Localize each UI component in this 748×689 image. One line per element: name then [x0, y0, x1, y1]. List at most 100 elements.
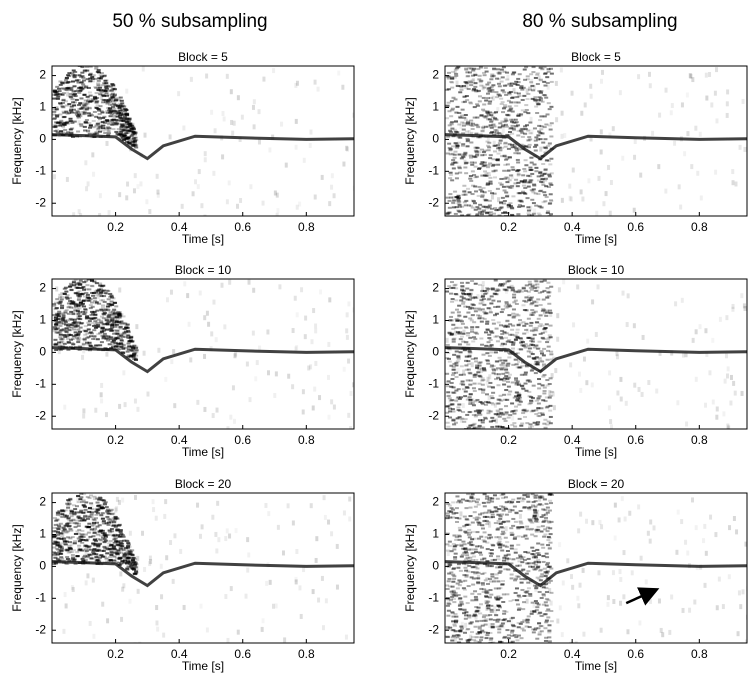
texture	[549, 285, 554, 288]
texture	[503, 142, 508, 145]
texture	[104, 506, 109, 509]
texture	[132, 564, 137, 567]
texture	[503, 554, 508, 557]
texture	[521, 344, 526, 347]
texture	[108, 115, 113, 118]
texture	[82, 102, 87, 105]
texture	[488, 339, 493, 342]
texture	[583, 102, 587, 108]
texture	[132, 567, 137, 570]
texture	[76, 111, 81, 114]
texture	[55, 553, 60, 556]
texture	[485, 614, 490, 617]
texture	[71, 518, 76, 521]
texture	[105, 323, 110, 326]
texture	[81, 556, 86, 559]
texture	[520, 364, 525, 367]
texture	[107, 509, 112, 512]
texture	[549, 157, 554, 160]
texture	[477, 640, 482, 643]
texture	[145, 199, 149, 205]
texture	[470, 326, 475, 329]
texture	[294, 346, 298, 352]
texture	[77, 91, 82, 94]
texture	[108, 559, 113, 562]
texture	[486, 409, 491, 412]
texture	[101, 93, 106, 96]
texture	[507, 143, 512, 146]
texture	[453, 120, 458, 123]
texture	[463, 305, 468, 308]
texture	[484, 115, 489, 118]
texture	[492, 212, 497, 215]
texture	[76, 339, 81, 342]
texture	[457, 141, 462, 144]
texture	[621, 155, 625, 161]
texture	[67, 296, 72, 299]
texture	[101, 127, 106, 130]
texture	[527, 347, 532, 350]
texture	[490, 386, 495, 389]
texture	[106, 130, 111, 133]
texture	[545, 423, 550, 426]
texture	[516, 161, 521, 164]
texture	[71, 311, 76, 314]
texture	[57, 310, 62, 313]
texture	[529, 425, 534, 428]
texture	[66, 302, 71, 305]
texture	[478, 81, 483, 84]
texture	[132, 568, 137, 571]
texture	[205, 310, 209, 316]
texture	[261, 618, 265, 624]
texture	[225, 73, 229, 79]
texture	[54, 328, 59, 331]
texture	[491, 95, 495, 101]
texture	[55, 558, 60, 561]
texture	[107, 521, 112, 524]
texture	[490, 73, 495, 76]
texture	[53, 343, 58, 346]
texture	[106, 560, 111, 563]
texture	[595, 210, 599, 216]
texture	[78, 115, 83, 118]
texture	[65, 319, 70, 322]
texture	[487, 211, 492, 214]
texture	[457, 641, 462, 643]
texture	[524, 328, 529, 331]
texture	[107, 529, 112, 532]
texture	[481, 353, 486, 356]
texture	[131, 140, 136, 143]
plot-frame	[51, 65, 355, 217]
texture	[541, 201, 546, 204]
texture	[52, 117, 57, 120]
texture	[124, 132, 129, 135]
texture	[111, 339, 116, 342]
texture	[475, 516, 480, 519]
texture	[80, 302, 85, 305]
texture	[511, 195, 516, 198]
texture	[65, 112, 70, 115]
texture	[97, 524, 102, 527]
texture	[111, 517, 116, 520]
texture	[524, 365, 529, 368]
texture	[125, 350, 130, 353]
texture	[134, 349, 139, 352]
texture	[504, 398, 509, 401]
texture	[495, 158, 500, 161]
texture	[453, 593, 458, 596]
texture	[97, 498, 102, 501]
texture	[117, 563, 122, 566]
texture	[119, 117, 124, 120]
texture	[99, 295, 104, 298]
texture	[477, 315, 482, 318]
texture	[540, 413, 545, 416]
texture	[533, 289, 538, 292]
y-tick-label: 0	[432, 132, 439, 146]
texture	[469, 495, 474, 498]
texture	[118, 334, 123, 337]
texture	[106, 533, 111, 536]
texture	[93, 299, 98, 302]
texture	[502, 426, 507, 429]
texture	[210, 331, 214, 337]
texture	[477, 410, 482, 413]
